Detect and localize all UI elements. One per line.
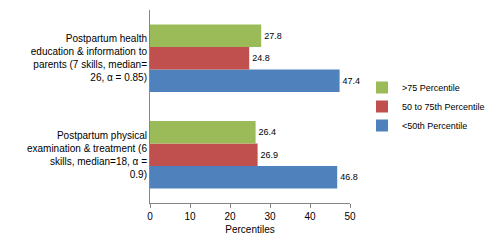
svg-text:0: 0 bbox=[147, 211, 153, 222]
svg-text:27.8: 27.8 bbox=[264, 31, 282, 41]
svg-text:10: 10 bbox=[184, 211, 196, 222]
svg-text:40: 40 bbox=[304, 211, 316, 222]
svg-text:30: 30 bbox=[264, 211, 276, 222]
svg-text:Postpartum physicalexamination: Postpartum physicalexamination & treatme… bbox=[27, 130, 147, 180]
svg-text:47.4: 47.4 bbox=[343, 76, 361, 86]
svg-text:50 to 75th Percentile: 50 to 75th Percentile bbox=[402, 102, 485, 112]
svg-text:>75 Percentile: >75 Percentile bbox=[402, 83, 460, 93]
svg-text:26.9: 26.9 bbox=[261, 150, 279, 160]
svg-text:<50th Percentile: <50th Percentile bbox=[402, 121, 467, 131]
svg-text:50: 50 bbox=[344, 211, 356, 222]
svg-text:46.8: 46.8 bbox=[340, 172, 358, 182]
svg-text:24.8: 24.8 bbox=[252, 53, 270, 63]
svg-text:Postpartum healtheducation & i: Postpartum healtheducation & information… bbox=[31, 33, 148, 83]
svg-text:Percentiles: Percentiles bbox=[225, 224, 274, 235]
svg-text:20: 20 bbox=[224, 211, 236, 222]
svg-text:26.4: 26.4 bbox=[259, 127, 277, 137]
